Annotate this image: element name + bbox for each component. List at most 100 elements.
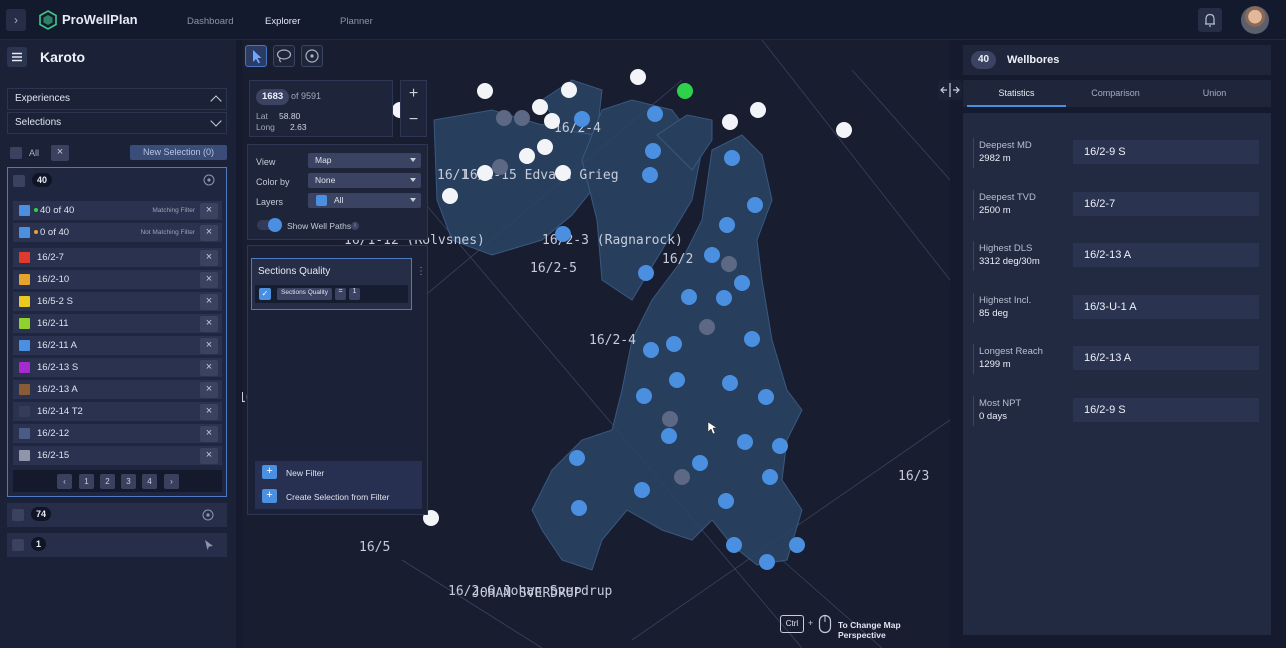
cursor-icon[interactable] <box>203 539 215 551</box>
well-marker[interactable] <box>555 226 571 242</box>
well-row[interactable]: 16/2-12 × <box>13 424 222 443</box>
stat-well-box[interactable]: 16/3-U-1 A <box>1073 294 1259 319</box>
plus-icon[interactable]: + <box>262 465 277 479</box>
well-marker[interactable] <box>492 159 508 175</box>
well-marker[interactable] <box>519 148 535 164</box>
well-row[interactable]: 16/2-13 A × <box>13 380 222 399</box>
checkbox-checked-icon[interactable]: ✓ <box>259 288 271 300</box>
zoom-in-button[interactable]: + <box>408 85 419 102</box>
more-options-icon[interactable]: ⋮ <box>416 266 426 277</box>
well-marker[interactable] <box>514 110 530 126</box>
well-marker[interactable] <box>571 500 587 516</box>
create-selection-button[interactable]: Create Selection from Filter <box>286 492 390 502</box>
matching-filter-row[interactable]: 40 of 40 Matching Filter × <box>13 201 222 220</box>
well-marker[interactable] <box>744 331 760 347</box>
well-marker[interactable] <box>734 275 750 291</box>
well-marker[interactable] <box>836 122 852 138</box>
experiences-section[interactable]: Experiences <box>7 88 227 110</box>
stat-well-box[interactable]: 16/2-9 S <box>1073 397 1259 422</box>
well-marker[interactable] <box>574 111 590 127</box>
well-marker[interactable] <box>544 113 560 129</box>
remove-matching-button[interactable]: × <box>200 203 218 219</box>
well-marker[interactable] <box>496 110 512 126</box>
well-marker[interactable] <box>642 167 658 183</box>
well-marker[interactable] <box>704 247 720 263</box>
well-row[interactable]: 16/5-2 S × <box>13 292 222 311</box>
map-canvas[interactable]: 16/2-4 16/1-12 (Rolvsnes) 16/2-3 (Ragnar… <box>242 40 950 648</box>
well-marker[interactable] <box>789 537 805 553</box>
select-tool-button[interactable] <box>245 45 267 67</box>
remove-well-button[interactable]: × <box>200 316 218 332</box>
well-marker[interactable] <box>630 69 646 85</box>
nav-dashboard[interactable]: Dashboard <box>187 16 234 27</box>
well-marker[interactable] <box>645 143 661 159</box>
filter-value[interactable]: 1 <box>349 288 360 300</box>
well-marker[interactable] <box>692 455 708 471</box>
plus-icon[interactable]: + <box>262 489 277 503</box>
selection-group-1[interactable]: 1 <box>7 533 227 557</box>
well-marker[interactable] <box>721 256 737 272</box>
well-marker[interactable] <box>636 388 652 404</box>
highlighted-well-marker[interactable] <box>677 83 693 99</box>
radius-tool-button[interactable] <box>301 45 323 67</box>
well-marker[interactable] <box>561 82 577 98</box>
lasso-tool-button[interactable] <box>273 45 295 67</box>
well-marker[interactable] <box>750 102 766 118</box>
well-marker[interactable] <box>569 450 585 466</box>
filter-operator[interactable]: = <box>335 288 346 300</box>
prev-page-button[interactable]: ‹ <box>57 474 72 489</box>
well-row[interactable]: 16/2-15 × <box>13 446 222 465</box>
remove-well-button[interactable]: × <box>200 448 218 464</box>
remove-well-button[interactable]: × <box>200 272 218 288</box>
well-marker[interactable] <box>722 375 738 391</box>
sections-quality-filter[interactable]: Sections Quality ✓ Sections Quality = 1 <box>251 258 412 310</box>
well-marker[interactable] <box>722 114 738 130</box>
nav-planner[interactable]: Planner <box>340 16 373 27</box>
well-row[interactable]: 16/2-7 × <box>13 248 222 267</box>
well-marker[interactable] <box>662 411 678 427</box>
stat-well-box[interactable]: 16/2-13 A <box>1073 346 1259 370</box>
expand-icon[interactable]: › <box>6 9 26 31</box>
well-marker[interactable] <box>759 554 775 570</box>
well-marker[interactable] <box>555 165 571 181</box>
layers-select[interactable]: All <box>308 193 421 208</box>
remove-well-button[interactable]: × <box>200 294 218 310</box>
clear-all-button[interactable]: × <box>51 145 69 161</box>
well-row[interactable]: 16/2-13 S × <box>13 358 222 377</box>
new-filter-button[interactable]: New Filter <box>286 468 325 478</box>
zoom-out-button[interactable]: − <box>408 111 419 128</box>
well-marker[interactable] <box>477 83 493 99</box>
group-checkbox[interactable] <box>13 175 25 187</box>
group-74-checkbox[interactable] <box>12 509 24 521</box>
group-1-checkbox[interactable] <box>12 539 24 551</box>
new-selection-button[interactable]: New Selection (0) <box>130 145 227 160</box>
well-marker[interactable] <box>537 139 553 155</box>
target-icon[interactable] <box>203 174 215 186</box>
well-marker[interactable] <box>716 290 732 306</box>
well-marker[interactable] <box>719 217 735 233</box>
well-marker[interactable] <box>762 469 778 485</box>
info-icon[interactable]: i <box>351 222 359 230</box>
well-marker[interactable] <box>634 482 650 498</box>
well-marker[interactable] <box>661 428 677 444</box>
selections-section[interactable]: Selections <box>7 112 227 134</box>
well-marker[interactable] <box>442 188 458 204</box>
tab-union[interactable]: Union <box>1202 88 1227 98</box>
well-marker[interactable] <box>747 197 763 213</box>
stat-well-box[interactable]: 16/2-7 <box>1073 191 1259 216</box>
remove-well-button[interactable]: × <box>200 404 218 420</box>
well-marker[interactable] <box>718 493 734 509</box>
remove-well-button[interactable]: × <box>200 250 218 266</box>
well-marker[interactable] <box>477 165 493 181</box>
well-marker[interactable] <box>772 438 788 454</box>
stat-well-box[interactable]: 16/2-13 A <box>1073 243 1259 267</box>
well-row[interactable]: 16/2-14 T2 × <box>13 402 222 421</box>
page-1-button[interactable]: 1 <box>79 474 94 489</box>
well-row[interactable]: 16/2-11 × <box>13 314 222 333</box>
color-by-select[interactable]: None <box>308 173 421 188</box>
page-3-button[interactable]: 3 <box>121 474 136 489</box>
selection-group-74[interactable]: 74 <box>7 503 227 527</box>
user-avatar[interactable] <box>1241 6 1269 34</box>
remove-well-button[interactable]: × <box>200 426 218 442</box>
well-row[interactable]: 16/2-11 A × <box>13 336 222 355</box>
